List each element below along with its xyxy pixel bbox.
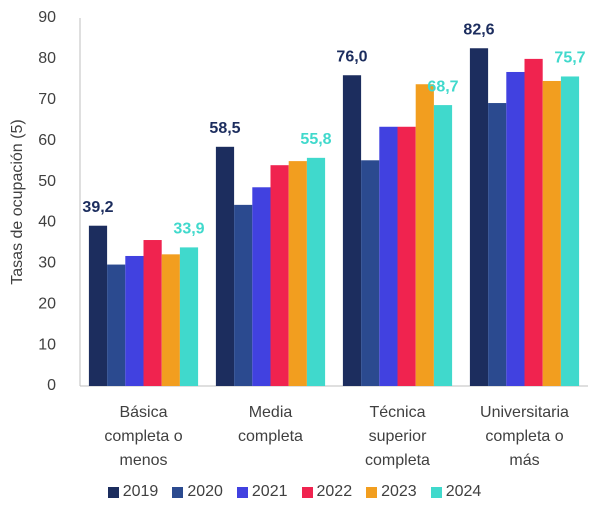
legend-swatch [430, 486, 442, 498]
legend-item: 2024 [430, 483, 482, 501]
y-tick-label: 80 [38, 50, 56, 67]
legend-swatch [301, 486, 313, 498]
x-tick-label: Universitaria completa o más [480, 404, 569, 469]
bar [252, 187, 271, 386]
y-tick-label: 90 [38, 9, 56, 26]
legend-swatch [107, 486, 119, 498]
legend: 2019 2020 2021 2022 2023 2024 [0, 483, 589, 501]
x-tick-label: Media completa [238, 404, 303, 445]
legend-label: 2023 [381, 483, 417, 500]
bar [542, 80, 561, 387]
y-tick-label: 60 [38, 132, 56, 149]
y-tick-label: 70 [38, 91, 56, 108]
bar [524, 58, 543, 387]
bar [107, 264, 126, 386]
data-label: 58,5 [209, 120, 240, 137]
data-label: 82,6 [463, 21, 494, 38]
legend-swatch [172, 486, 184, 498]
bar [560, 76, 580, 387]
legend-item: 2020 [172, 483, 223, 501]
bar [433, 105, 453, 387]
bar [288, 161, 307, 386]
bar [361, 160, 380, 386]
y-axis-label: Tasas de ocupación (5) [9, 119, 26, 284]
bar [306, 157, 326, 386]
data-label: 55,8 [300, 131, 331, 148]
legend-label: 2021 [251, 483, 288, 500]
data-label: 76,0 [336, 48, 367, 65]
legend-item: 2022 [301, 483, 353, 501]
bar [179, 247, 199, 386]
legend-swatch [366, 486, 378, 498]
legend-label: 2019 [122, 483, 159, 500]
bar [125, 255, 144, 386]
x-tick-label: Básica completa o menos [104, 404, 183, 469]
data-label: 68,7 [427, 78, 458, 95]
legend-item: 2023 [366, 483, 417, 501]
bar [469, 48, 489, 386]
legend-item: 2019 [107, 483, 159, 501]
y-tick-label: 10 [38, 336, 56, 353]
bar [415, 84, 434, 387]
bar [397, 126, 416, 387]
data-label: 39,2 [82, 199, 113, 216]
data-label: 33,9 [173, 221, 204, 238]
y-tick-label: 40 [38, 214, 56, 231]
bar [270, 165, 289, 386]
bar [234, 204, 253, 386]
bar [143, 240, 162, 386]
bar [506, 71, 525, 387]
bar [88, 225, 108, 386]
y-tick-label: 0 [47, 377, 56, 394]
legend-label: 2022 [316, 483, 353, 500]
data-label: 75,7 [554, 50, 585, 67]
bar [161, 254, 180, 386]
bar [379, 126, 398, 387]
legend-swatch [236, 486, 248, 498]
legend-label: 2024 [445, 483, 482, 500]
bar [342, 75, 362, 386]
legend-label: 2020 [187, 483, 223, 500]
bar [215, 146, 235, 386]
y-tick-label: 50 [38, 173, 56, 190]
bar [488, 103, 507, 386]
y-tick-label: 20 [38, 295, 56, 312]
x-tick-label: Técnica superior completa [365, 404, 430, 469]
legend-item: 2021 [236, 483, 288, 501]
y-tick-label: 30 [38, 255, 56, 272]
